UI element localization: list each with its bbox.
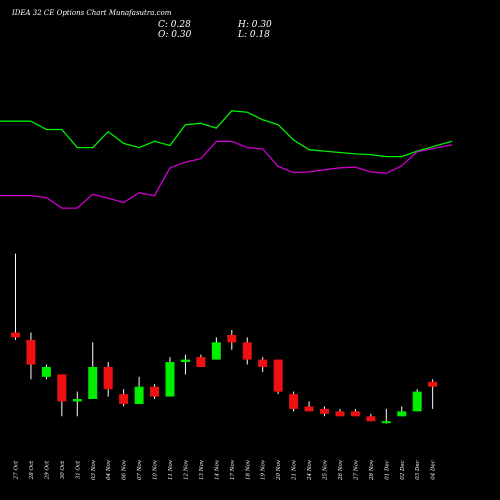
candle xyxy=(11,253,20,340)
x-tick-label: 18 Nov xyxy=(245,459,251,480)
x-tick-label: 02 Dec xyxy=(400,460,406,480)
candles-layer xyxy=(11,253,438,424)
x-tick-label: 19 Nov xyxy=(261,459,267,480)
x-tick-label: 06 Nov xyxy=(122,459,128,480)
candle-body xyxy=(180,359,190,363)
x-tick-label: 03 Nov xyxy=(91,459,97,480)
candle-body xyxy=(428,381,438,387)
ma-line-2 xyxy=(0,140,453,209)
candle xyxy=(72,391,82,417)
low-label: L: 0.18 xyxy=(237,30,270,40)
candle-body xyxy=(119,394,129,404)
x-tick-label: 27 Nov xyxy=(353,459,359,481)
candle xyxy=(180,354,190,375)
x-tick-label: 25 Nov xyxy=(323,459,329,481)
close-label: C: 0.28 xyxy=(158,20,191,30)
candle xyxy=(273,359,283,395)
candle-body xyxy=(242,342,252,360)
candle xyxy=(350,408,360,417)
x-tick-label: 26 Nov xyxy=(338,459,344,481)
candle xyxy=(289,391,299,412)
candle-body xyxy=(196,357,206,367)
candle-body xyxy=(320,408,329,414)
candle xyxy=(320,406,329,417)
candle-body xyxy=(397,411,407,417)
x-tick-label: 29 Oct xyxy=(44,460,50,480)
candle xyxy=(366,413,376,422)
candle-body xyxy=(258,359,268,367)
x-tick-label: 31 Oct xyxy=(75,460,81,479)
candle xyxy=(335,408,345,417)
ma-line-1 xyxy=(0,110,453,158)
x-tick-label: 12 Nov xyxy=(183,459,189,480)
candle-body xyxy=(150,386,160,397)
candle xyxy=(165,357,175,397)
candle-body xyxy=(273,359,283,392)
x-tick-label: 10 Nov xyxy=(153,459,159,480)
candle xyxy=(412,389,422,412)
x-tick-label: 01 Dec xyxy=(384,460,390,480)
candle-body xyxy=(289,394,299,409)
candle-body xyxy=(366,416,376,422)
candle xyxy=(397,406,407,417)
high-label: H: 0.30 xyxy=(237,20,272,30)
x-tick-label: 28 Nov xyxy=(369,459,375,481)
candle-body xyxy=(11,332,20,338)
open-label: O: 0.30 xyxy=(158,30,192,40)
candle-body xyxy=(57,374,67,402)
candle-body xyxy=(304,406,314,412)
candle xyxy=(134,376,144,404)
x-tick-label: 27 Oct xyxy=(14,460,20,480)
candle xyxy=(304,401,314,412)
candle xyxy=(88,342,98,400)
candle-body xyxy=(335,411,345,417)
candle xyxy=(242,337,252,365)
candle xyxy=(150,384,160,400)
moving-average-layer xyxy=(0,110,453,209)
x-tick-label: 11 Nov xyxy=(168,459,174,480)
x-tick-label: 03 Dec xyxy=(415,460,421,480)
candle xyxy=(381,408,391,424)
candle xyxy=(258,357,268,372)
candle-body xyxy=(350,411,360,417)
x-tick-label: 04 Nov xyxy=(106,459,112,480)
candle-body xyxy=(103,366,113,390)
candle xyxy=(103,362,113,397)
x-tick-label: 28 Oct xyxy=(29,460,35,480)
candle-body xyxy=(88,366,98,400)
chart-title: IDEA 32 CE Options Chart Munafasutra.com xyxy=(11,9,172,17)
candle-body xyxy=(26,339,36,365)
candle-body xyxy=(41,366,51,377)
x-tick-label: 24 Nov xyxy=(307,459,313,481)
candle xyxy=(119,389,129,407)
candle-body xyxy=(165,362,175,397)
candle-body xyxy=(412,391,422,412)
x-tick-label: 07 Nov xyxy=(137,459,143,480)
candle-body xyxy=(72,399,82,402)
candle xyxy=(41,364,51,380)
candle xyxy=(57,374,67,417)
x-tick-label: 17 Nov xyxy=(230,459,236,480)
x-tick-label: 30 Oct xyxy=(60,460,66,479)
x-tick-label: 21 Nov xyxy=(292,459,298,481)
candle xyxy=(428,379,438,409)
candle xyxy=(26,332,36,380)
x-tick-label: 04 Dec xyxy=(431,460,437,480)
x-tick-label: 14 Nov xyxy=(214,459,220,480)
candle xyxy=(227,330,237,350)
candle-body xyxy=(381,421,391,424)
candle-body xyxy=(227,334,237,343)
x-axis-labels: 27 Oct 28 Oct 29 Oct 30 Oct 31 Oct 03 Nov 04 N… xyxy=(14,459,437,481)
candle xyxy=(211,337,221,360)
x-tick-label: 13 Nov xyxy=(199,459,205,480)
x-tick-label: 20 Nov xyxy=(276,459,282,481)
candle xyxy=(196,354,206,367)
candle-body xyxy=(134,386,144,404)
candle-body xyxy=(211,342,221,360)
